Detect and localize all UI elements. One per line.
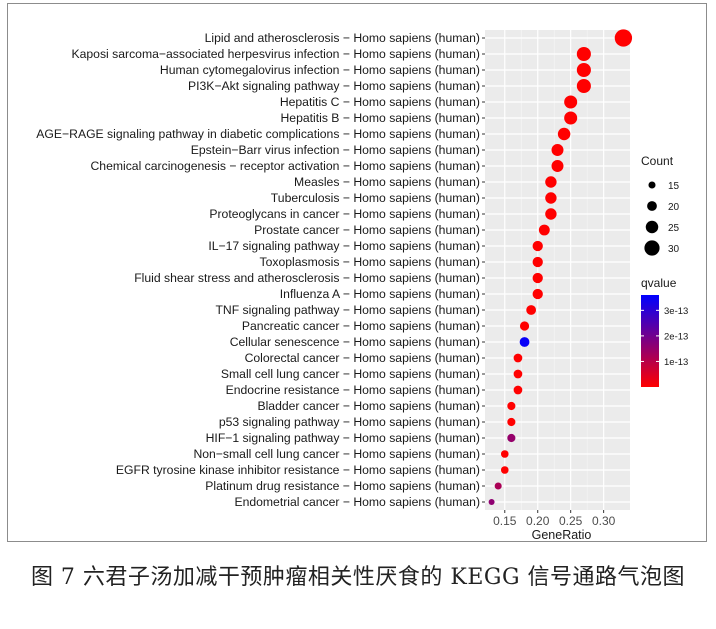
y-tick-label: Pancreatic cancer − Homo sapiens (human) [242, 319, 480, 333]
data-point [519, 337, 530, 347]
data-point [614, 29, 633, 47]
size-legend-label: 25 [668, 223, 680, 234]
y-tick-label: Lipid and atherosclerosis − Homo sapiens… [205, 31, 480, 45]
data-point [576, 46, 591, 62]
plot-panel [485, 30, 630, 510]
figure-caption: 图 7 六君子汤加减干预肿瘤相关性厌食的 KEGG 信号通路气泡图 [30, 565, 686, 590]
color-legend-label: 3e-13 [664, 306, 688, 317]
data-point [545, 208, 557, 220]
data-point [551, 160, 564, 172]
y-tick-label: Bladder cancer − Homo sapiens (human) [257, 399, 480, 413]
size-legend-label: 15 [668, 181, 680, 192]
size-legend-dot [647, 201, 657, 211]
y-tick-label: Measles − Homo sapiens (human) [294, 175, 480, 189]
data-point [513, 385, 523, 395]
color-legend-bar [641, 295, 659, 387]
data-point [532, 256, 543, 268]
y-tick-label: Endometrial cancer − Homo sapiens (human… [234, 495, 480, 509]
data-point [500, 466, 509, 474]
y-tick-label: Hepatitis C − Homo sapiens (human) [280, 95, 480, 109]
y-tick-label: Kaposi sarcoma−associated herpesvirus in… [72, 47, 481, 61]
x-tick-label: 0.30 [592, 514, 616, 528]
data-point [545, 176, 557, 188]
y-tick-label: TNF signaling pathway − Homo sapiens (hu… [215, 303, 480, 317]
x-tick-label: 0.15 [493, 514, 517, 528]
y-tick-label: Cellular senescence − Homo sapiens (huma… [230, 335, 480, 349]
size-legend-title: Count [641, 154, 674, 168]
x-tick-label: 0.25 [559, 514, 583, 528]
color-legend-title: qvalue [641, 276, 677, 290]
data-point [538, 224, 550, 236]
y-tick-label: AGE−RAGE signaling pathway in diabetic c… [36, 127, 480, 141]
y-tick-label: Hepatitis B − Homo sapiens (human) [281, 111, 481, 125]
y-tick-label: Non−small cell lung cancer − Homo sapien… [193, 447, 480, 461]
data-point [507, 433, 516, 443]
y-tick-label: Toxoplasmosis − Homo sapiens (human) [260, 255, 481, 269]
data-point [564, 111, 578, 125]
y-tick-label: Tuberculosis − Homo sapiens (human) [271, 191, 480, 205]
y-tick-label: Colorectal cancer − Homo sapiens (human) [245, 351, 480, 365]
color-legend-label: 1e-13 [664, 357, 688, 368]
size-legend-dot [644, 240, 660, 256]
data-point [532, 240, 543, 252]
size-legend-dot [645, 220, 659, 234]
data-point [564, 95, 578, 109]
color-legend-label: 2e-13 [664, 331, 688, 342]
y-tick-label: Fluid shear stress and atherosclerosis −… [134, 271, 480, 285]
data-point [526, 305, 537, 315]
size-legend-label: 20 [668, 202, 680, 213]
data-point [488, 499, 495, 505]
size-legend-dot [648, 181, 656, 189]
y-tick-label: Influenza A − Homo sapiens (human) [280, 287, 480, 301]
data-point [500, 450, 509, 458]
data-point [507, 417, 516, 427]
data-point [519, 321, 530, 331]
data-point [557, 127, 571, 141]
y-tick-label: Chemical carcinogenesis − receptor activ… [90, 159, 480, 173]
data-point [576, 78, 591, 94]
data-point [545, 192, 557, 204]
y-tick-label: Proteoglycans in cancer − Homo sapiens (… [209, 207, 480, 221]
data-point [513, 353, 523, 363]
y-tick-label: Epstein−Barr virus infection − Homo sapi… [191, 143, 480, 157]
data-point [532, 272, 543, 284]
y-tick-label: PI3K−Akt signaling pathway − Homo sapien… [188, 79, 480, 93]
y-tick-label: EGFR tyrosine kinase inhibitor resistanc… [116, 463, 480, 477]
x-tick-label: 0.20 [526, 514, 550, 528]
size-legend-label: 30 [668, 244, 680, 255]
y-tick-label: IL−17 signaling pathway − Homo sapiens (… [208, 239, 480, 253]
x-axis-title: GeneRatio [532, 528, 592, 542]
y-tick-label: Prostate cancer − Homo sapiens (human) [254, 223, 480, 237]
data-point [494, 482, 502, 490]
data-point [513, 369, 523, 379]
y-tick-label: Small cell lung cancer − Homo sapiens (h… [221, 367, 480, 381]
y-tick-label: HIF−1 signaling pathway − Homo sapiens (… [206, 431, 480, 445]
y-tick-label: Human cytomegalovirus infection − Homo s… [160, 63, 480, 77]
y-tick-label: Endocrine resistance − Homo sapiens (hum… [226, 383, 480, 397]
y-tick-label: Platinum drug resistance − Homo sapiens … [205, 479, 480, 493]
data-point [576, 62, 591, 78]
data-point [551, 144, 564, 156]
data-point [532, 288, 543, 300]
data-point [507, 401, 516, 411]
bubble-chart: Lipid and atherosclerosis − Homo sapiens… [36, 29, 688, 542]
y-tick-label: p53 signaling pathway − Homo sapiens (hu… [219, 415, 480, 429]
